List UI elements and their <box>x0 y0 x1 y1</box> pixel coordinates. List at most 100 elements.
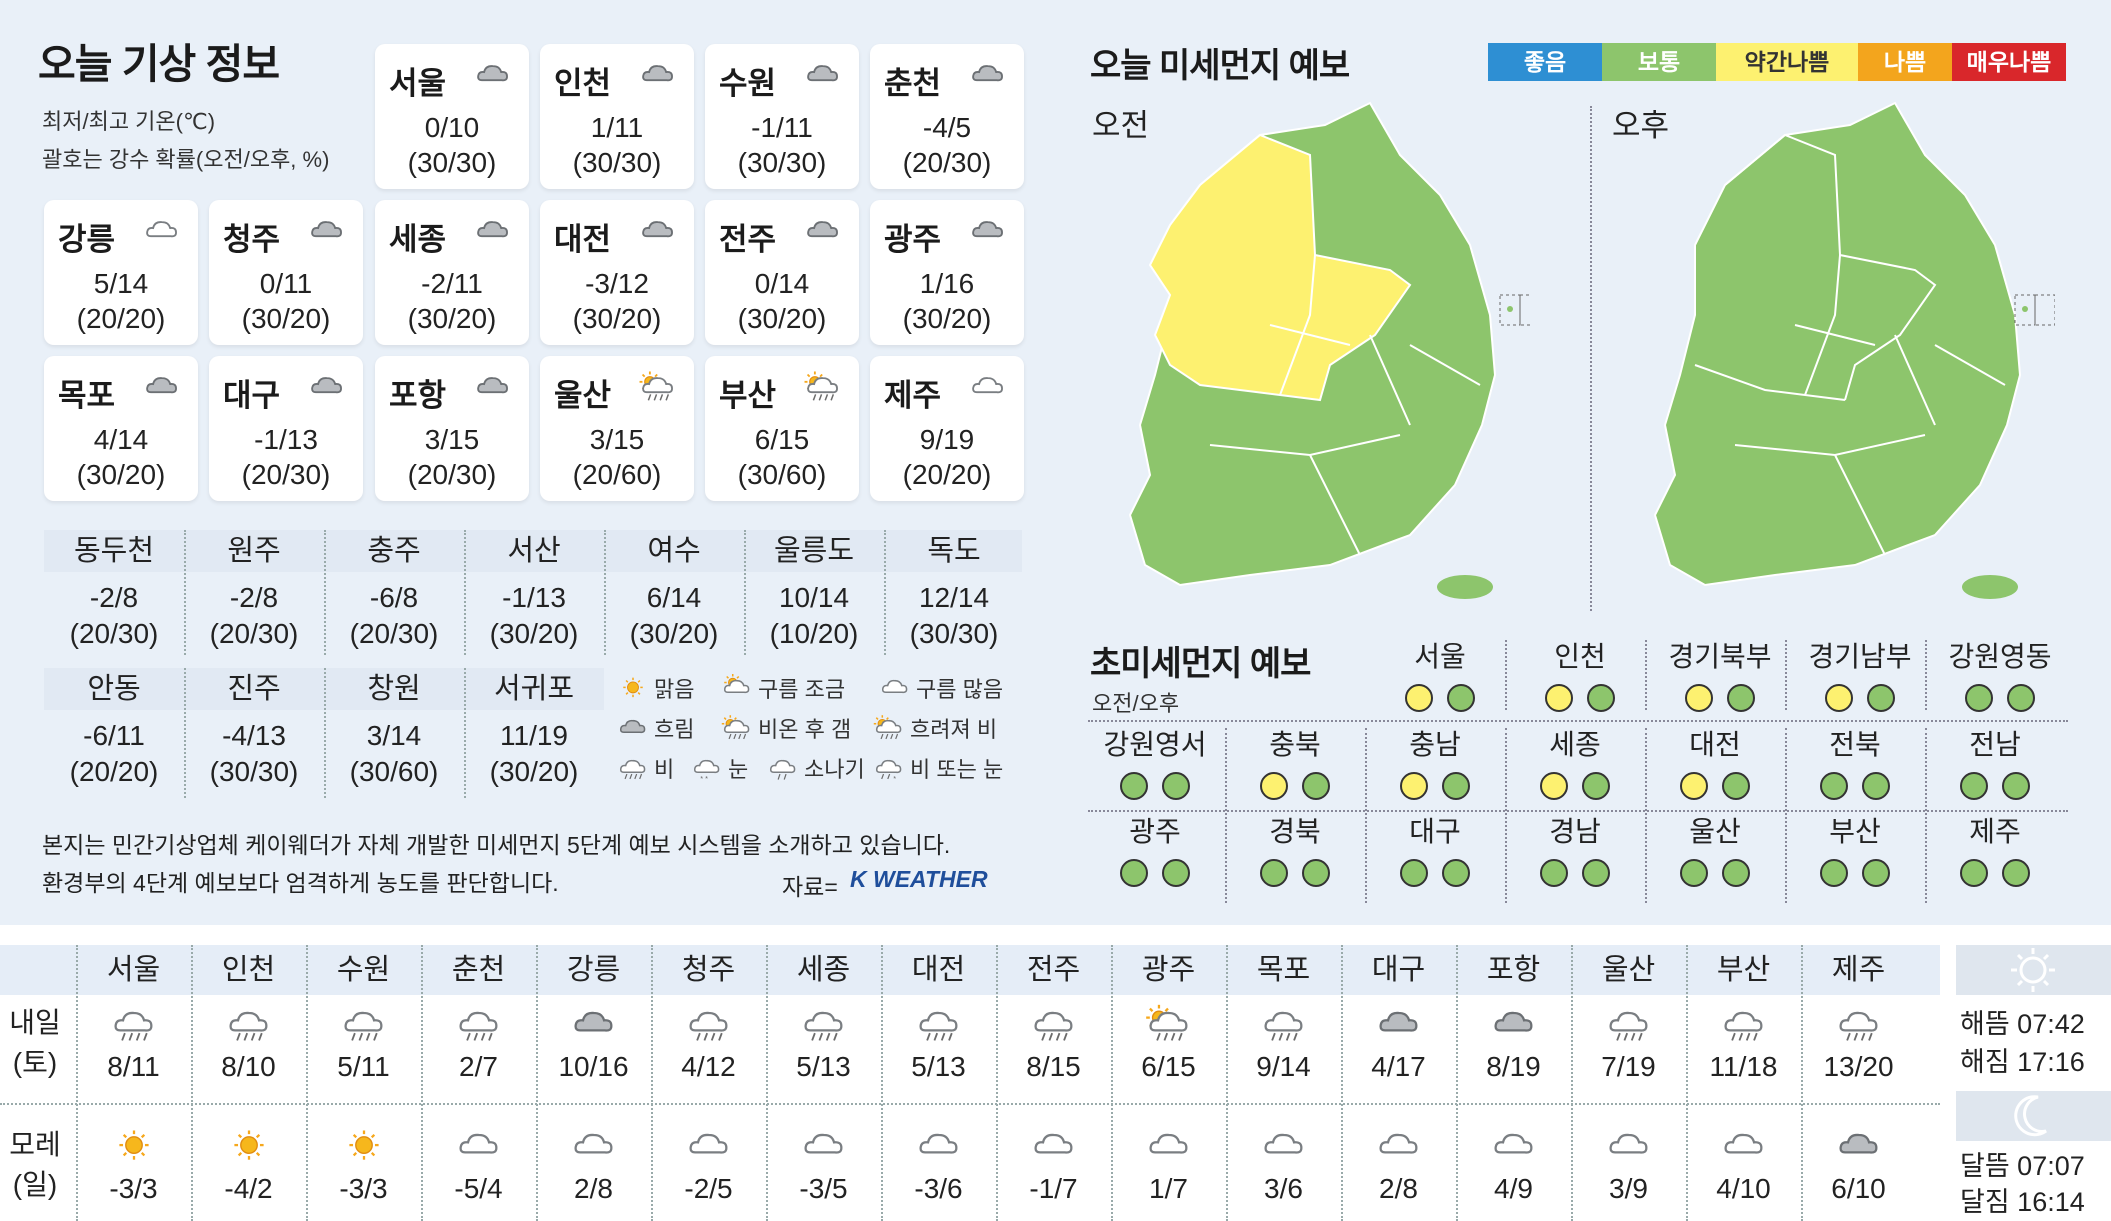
forecast-dayafter-cell: 2/8 <box>1341 1125 1456 1205</box>
forecast-temp: 4/9 <box>1494 1173 1533 1204</box>
jeju-island-am <box>1437 575 1493 599</box>
forecast-city-name: 광주 <box>1141 954 1196 986</box>
city-precip-prob: (30/30) <box>572 147 662 178</box>
partly-cloudy-icon <box>454 1125 504 1167</box>
forecast-tomorrow-cell: 5/13 <box>766 1003 881 1083</box>
forecast-temp: 4/12 <box>681 1051 736 1082</box>
rain-icon <box>339 1003 389 1045</box>
forecast-temp: 8/11 <box>107 1051 160 1082</box>
forecast-temp: 10/16 <box>558 1051 629 1082</box>
rain-icon <box>1834 1003 1884 1045</box>
forecast-dayafter-cell: -3/3 <box>306 1125 421 1205</box>
partly-cloudy-icon <box>138 214 186 248</box>
city-precip-prob: (30/20) <box>572 303 662 334</box>
pm-dot-pm <box>1862 859 1890 887</box>
forecast-city-name: 부산 <box>1716 954 1771 986</box>
pm-map-pm <box>1653 101 2055 599</box>
city-card: 서울 0/10 (30/30) <box>375 44 529 189</box>
table-city-prob: (20/20) <box>69 756 159 787</box>
city-temp: 1/16 <box>919 268 975 299</box>
table-city-prob: (30/20) <box>629 618 719 649</box>
legend-item: 맑음 <box>616 672 694 704</box>
table-city-prob: (30/20) <box>489 756 579 787</box>
partly-cloudy-icon <box>1144 1125 1194 1167</box>
city-name: 강릉 <box>58 222 116 257</box>
forecast-temp: 1/7 <box>1149 1173 1188 1204</box>
legend-item: 구름 많음 <box>878 672 1003 704</box>
legend-item: 소나기 <box>766 752 865 784</box>
rain-icon <box>799 1003 849 1045</box>
table-city-temp: -4/13 <box>222 720 286 751</box>
city-name: 포항 <box>389 378 447 413</box>
region-name: 서울 <box>1414 641 1466 672</box>
city-card: 목포 4/14 (30/20) <box>44 356 198 501</box>
rain-icon <box>1719 1003 1769 1045</box>
forecast-temp: 8/15 <box>1026 1051 1081 1082</box>
table-city-name: 창원 <box>367 673 421 705</box>
city-temp: -1/13 <box>254 424 318 455</box>
cloudy-icon <box>469 370 517 404</box>
pm-dot-pm <box>2002 859 2030 887</box>
forecast-dayafter-cell: -4/2 <box>191 1125 306 1205</box>
sun-icon <box>224 1125 274 1167</box>
pm-dot-am <box>1400 772 1428 800</box>
city-card: 포항 3/15 (20/30) <box>375 356 529 501</box>
legend-label: 흐림 <box>654 717 695 742</box>
pm-dot-pm <box>1442 772 1470 800</box>
cloudy-icon <box>303 370 351 404</box>
pm-scale-3: 약간나쁨 <box>1716 43 1858 81</box>
city-temp: -1/11 <box>751 112 813 143</box>
city-temp: 0/10 <box>424 112 480 143</box>
cloudy-icon <box>799 58 847 92</box>
region-name: 대구 <box>1409 816 1461 847</box>
ultra-pm-region: 경북 <box>1225 815 1365 887</box>
ultra-pm-title: 초미세먼지 예보 <box>1090 645 1311 683</box>
pm-dot-am <box>1260 772 1288 800</box>
forecast-dayafter-cell: -3/5 <box>766 1125 881 1205</box>
city-name: 전주 <box>719 222 777 257</box>
city-precip-prob: (30/20) <box>241 303 331 334</box>
pm-dot-am <box>1120 859 1148 887</box>
cloudy-icon <box>634 58 682 92</box>
table-city-prob: (10/20) <box>769 618 859 649</box>
forecast-dayafter-cell: 2/8 <box>536 1125 651 1205</box>
forecast-dayafter-cell: 6/10 <box>1801 1125 1916 1205</box>
snow-icon: * * <box>690 754 724 783</box>
cloudy-then-rain-icon <box>799 370 847 404</box>
table-city: 동두천 -2/8 (20/30) <box>44 530 184 652</box>
cloudy-icon <box>469 214 517 248</box>
ultra-pm-region: 경기남부 <box>1790 640 1930 712</box>
table-city-temp: 12/14 <box>918 582 990 613</box>
table-city-prob: (30/30) <box>209 756 299 787</box>
city-precip-prob: (20/20) <box>76 303 166 334</box>
city-temp: -4/5 <box>922 112 972 143</box>
partly-cloudy-icon <box>1029 1125 1079 1167</box>
row-label-dayafter: 모레 (일) <box>9 1129 61 1200</box>
forecast-tomorrow-cell: 13/20 <box>1801 1003 1916 1083</box>
city-card: 전주 0/14 (30/20) <box>705 200 859 345</box>
pm-dot-pm <box>1727 684 1755 712</box>
region-name: 경북 <box>1269 816 1321 847</box>
forecast-city-name: 대구 <box>1371 954 1426 986</box>
region-name: 전남 <box>1969 729 2021 760</box>
forecast-temp: 5/13 <box>911 1051 966 1082</box>
ultra-pm-region: 대전 <box>1645 728 1785 800</box>
region-name: 인천 <box>1554 641 1606 672</box>
ultra-pm-region: 인천 <box>1510 640 1650 712</box>
pm-dot-pm <box>1302 772 1330 800</box>
cloudy-icon <box>799 214 847 248</box>
pm-dot-am <box>1685 684 1713 712</box>
forecast-temp: 6/15 <box>1141 1051 1196 1082</box>
table-city-prob: (30/30) <box>909 618 999 649</box>
city-precip-prob: (30/20) <box>407 303 497 334</box>
region-name: 전북 <box>1829 729 1881 760</box>
pm-dot-am <box>1680 859 1708 887</box>
ultra-pm-region: 세종 <box>1505 728 1645 800</box>
sun-icon <box>109 1125 159 1167</box>
table-city-name: 동두천 <box>73 535 155 567</box>
legend-item: 흐림 <box>616 712 694 744</box>
partly-cloudy-icon <box>799 1125 849 1167</box>
forecast-tomorrow-cell: 8/10 <box>191 1003 306 1083</box>
pm-dot-pm <box>1862 772 1890 800</box>
forecast-temp: 3/9 <box>1609 1173 1648 1204</box>
